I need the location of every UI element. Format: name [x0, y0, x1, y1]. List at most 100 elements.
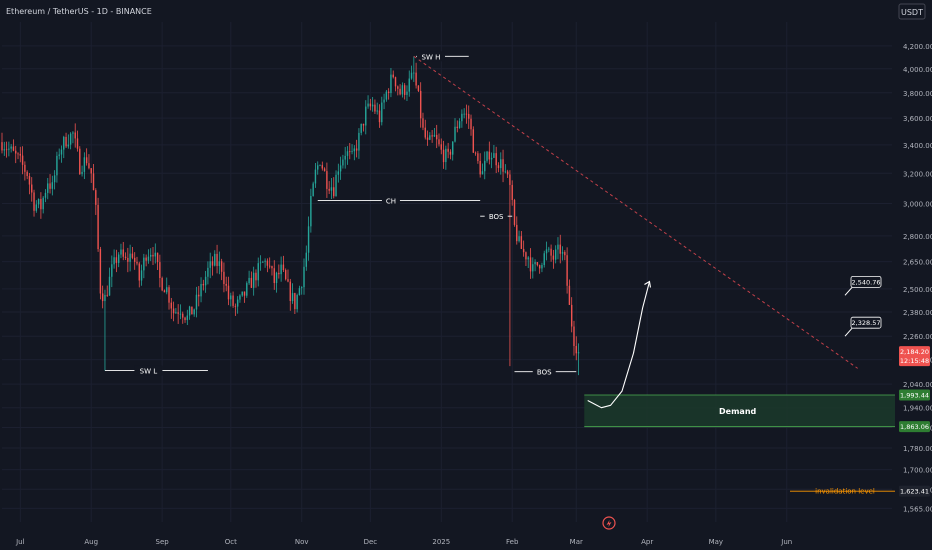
candle-body	[26, 171, 28, 177]
candle-body	[150, 254, 152, 257]
candle	[433, 127, 436, 137]
candle-body	[69, 133, 72, 145]
candle-body	[463, 113, 465, 115]
candle	[321, 161, 324, 171]
candle	[220, 258, 223, 281]
candle	[422, 112, 424, 131]
price-tick-label: 1,565.00	[903, 505, 932, 513]
candle	[44, 189, 47, 203]
time-axis[interactable]: Jul Aug Sep Oct Nov Dec 2025 Feb Mar Apr May Jun	[15, 538, 792, 546]
candle	[435, 124, 438, 149]
candle-body	[506, 171, 509, 175]
candle-body	[408, 78, 410, 92]
price-tick-label: 2,500.00	[903, 286, 932, 294]
target-2-callout-box	[850, 316, 882, 329]
candle	[484, 151, 486, 180]
candle-body	[413, 72, 415, 74]
price-tick-label: 2,380.00	[903, 309, 932, 317]
candle-body	[184, 317, 186, 321]
candle-body	[294, 293, 296, 310]
currency-button-label[interactable]: USDT	[901, 8, 923, 17]
bos-lower-marker-label-bg	[532, 366, 556, 377]
candle	[371, 96, 374, 112]
tradingview-logo-icon[interactable]	[602, 516, 616, 530]
candle-body	[538, 265, 541, 269]
candle	[161, 276, 163, 292]
price-axis[interactable]: 4,200.00 4,000.00 3,800.00 3,600.00 3,400.00…	[899, 43, 932, 513]
candle	[486, 150, 488, 163]
candle	[47, 177, 49, 200]
candle-body	[28, 176, 31, 185]
candle-body	[529, 257, 532, 272]
candle	[564, 250, 566, 261]
candle-body	[406, 91, 408, 95]
candle-body	[486, 151, 488, 161]
candle-body	[24, 164, 26, 172]
candle	[97, 197, 99, 252]
candle-body	[390, 74, 392, 94]
candle	[227, 276, 230, 306]
candle-body	[401, 85, 404, 95]
candle	[28, 173, 31, 195]
candle-body	[360, 123, 362, 133]
candle	[188, 305, 191, 320]
candle	[351, 144, 353, 155]
candle-body	[31, 184, 33, 193]
candle	[133, 252, 136, 270]
price-tick-label: 2,040.00	[903, 381, 932, 389]
candle-body	[349, 151, 351, 153]
candle-body	[278, 272, 280, 275]
candle-body	[559, 244, 561, 254]
candle-body	[305, 252, 308, 267]
invalidation-label: invalidation level	[815, 488, 875, 496]
candle-body	[262, 261, 264, 263]
candle-body	[15, 150, 17, 154]
candle	[543, 250, 545, 268]
candle-body	[88, 163, 90, 169]
candle-body	[138, 263, 140, 281]
candle	[394, 76, 397, 92]
time-tick-label: Oct	[225, 538, 237, 546]
swing-low-marker-label: SW L	[140, 368, 158, 376]
candle-body	[133, 257, 136, 262]
currency-button[interactable]: USDT	[898, 3, 926, 20]
candle	[287, 269, 289, 283]
candle	[495, 146, 497, 174]
candle	[24, 161, 26, 181]
candle	[456, 120, 459, 133]
candle	[310, 188, 312, 233]
candle	[330, 178, 333, 199]
time-tick-label: Dec	[364, 538, 378, 546]
candle-body	[147, 256, 150, 261]
candle-body	[248, 277, 250, 284]
candle	[470, 114, 472, 136]
candle	[570, 297, 573, 333]
candle	[392, 70, 394, 79]
candle-body	[136, 261, 138, 264]
candle	[124, 252, 127, 261]
candle-body	[442, 149, 445, 163]
candle-body	[534, 262, 536, 265]
currency-button-frame[interactable]	[898, 3, 926, 20]
candle	[440, 138, 442, 155]
candle-body	[53, 175, 56, 183]
candle	[408, 70, 410, 97]
candle-body	[200, 284, 202, 297]
demand-bottom-tag-value: 1,863.06	[900, 423, 929, 431]
candle	[182, 311, 184, 324]
candle	[271, 265, 273, 276]
candle	[143, 253, 145, 279]
candle	[236, 296, 239, 314]
price-tick-label: 3,200.00	[903, 170, 932, 178]
candle-body	[97, 204, 99, 250]
candle-body	[65, 136, 67, 147]
candle-body	[520, 236, 523, 249]
candle	[63, 135, 65, 159]
price-tick-label: 4,000.00	[903, 66, 932, 74]
candle-body	[488, 151, 491, 160]
candle	[214, 250, 216, 267]
time-tick-label: Jun	[780, 538, 792, 546]
price-tick-label: 3,800.00	[903, 90, 932, 98]
